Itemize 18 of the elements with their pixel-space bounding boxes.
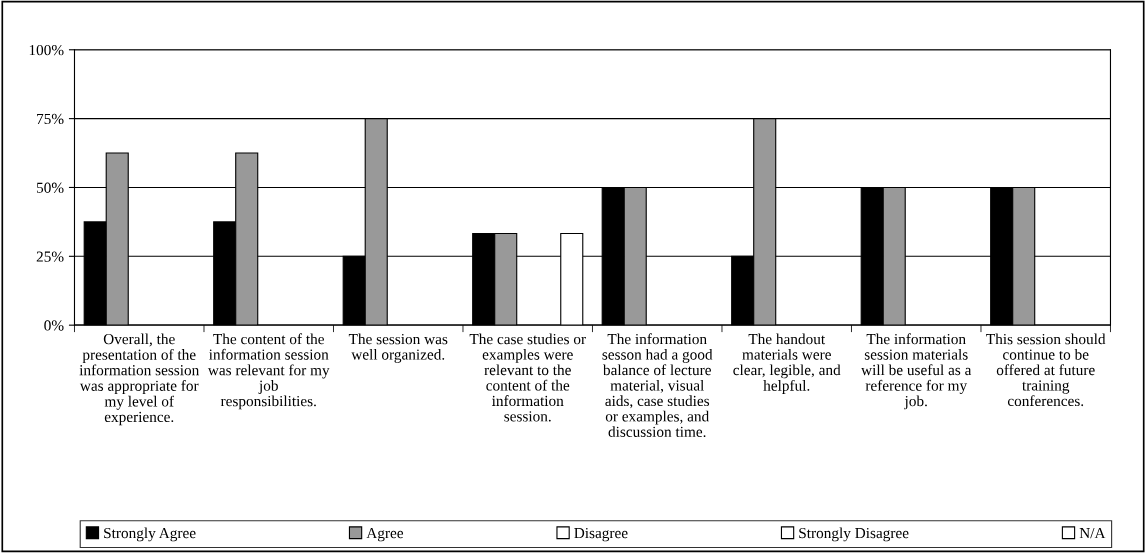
y-tick-label: 75% (37, 113, 64, 125)
y-tick-label: 0% (44, 320, 64, 331)
y-tick-label: 100% (29, 44, 64, 56)
x-tick-label: The content of the information session was relevant for my job responsibilities. (207, 333, 330, 410)
legend-label: N/A (1079, 527, 1106, 539)
y-tick-label: 25% (36, 251, 64, 262)
legend-label: Strongly Agree (104, 527, 196, 542)
x-tick-label: This session should continue to be offered at future training conferences. (986, 333, 1106, 407)
x-tick-label: Overall, the presentation of the information session was appropriate for my level of experience. (79, 333, 200, 426)
x-tick-label: The handout materials were clear, legible, and helpful. (733, 333, 841, 394)
legend-label: Disagree (574, 527, 628, 542)
x-tick-label: The information sesson had a good balance of lecture material, visual aids, case studies or examples, and discussion time. (602, 333, 713, 438)
x-tick-label: The session was well organized. (348, 333, 448, 363)
y-tick-label: 50% (36, 182, 64, 193)
legend-label: Strongly Disagree (799, 527, 909, 542)
legend-label: Agree (366, 527, 404, 542)
x-tick-label: The case studies or examples were relevant to the content of the information session. (469, 333, 586, 422)
x-tick-label: The information session materials will be useful as a reference for my job. (861, 333, 972, 410)
